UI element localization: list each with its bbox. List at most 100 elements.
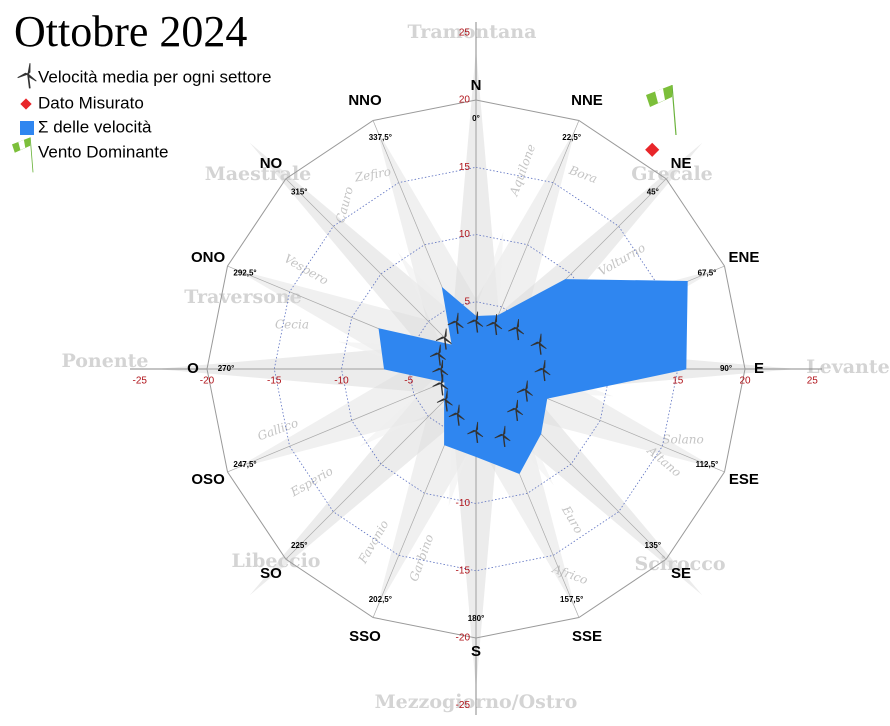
turbine-blade	[440, 359, 444, 371]
angle-label: 0°	[472, 114, 480, 123]
turbine-blade	[429, 352, 440, 358]
direction-label: ENE	[729, 249, 760, 266]
turbine-blade	[438, 352, 446, 360]
wind-name: Africo	[550, 561, 590, 587]
turbine-blade	[447, 320, 458, 326]
turbine-blade	[515, 407, 524, 416]
angle-label: 45°	[647, 187, 659, 196]
turbine-blade	[456, 412, 465, 420]
y-tick-label: -15	[456, 565, 471, 576]
turbine-blade	[516, 319, 519, 330]
turbine-blade	[456, 404, 460, 415]
direction-label: S	[471, 643, 481, 660]
turbine-blade	[494, 321, 503, 330]
y-tick-label: 20	[459, 95, 471, 106]
direction-label: NO	[260, 155, 283, 172]
wind-name: Cecia	[275, 318, 309, 332]
angle-label: 225°	[291, 541, 308, 550]
turbine-blade	[542, 359, 546, 371]
turbine-blade	[538, 341, 547, 349]
chart-title: Ottobre 2024	[14, 7, 247, 56]
windsock-pole	[29, 137, 34, 173]
wind-name: Solano	[662, 433, 703, 447]
turbine-blade	[27, 72, 37, 82]
mean-marker	[429, 344, 446, 366]
angle-label: 292,5°	[233, 268, 256, 277]
direction-label: ESE	[729, 471, 759, 488]
mean-marker	[432, 374, 449, 396]
legend-label: Dato Misurato	[38, 93, 144, 112]
turbine-blade	[475, 311, 479, 322]
direction-label: NNE	[571, 92, 603, 109]
angle-label: 315°	[291, 187, 308, 196]
legend-label: Vento Dominante	[38, 142, 168, 161]
x-tick-label: 20	[739, 376, 751, 387]
turbine-blade	[432, 367, 443, 373]
mean-marker	[436, 390, 453, 412]
turbine-blade	[542, 367, 551, 376]
turbine-blade	[455, 320, 464, 329]
mean-marker	[486, 313, 503, 336]
legend-label: Velocità media per ogni settore	[38, 67, 271, 86]
windsock	[646, 84, 677, 136]
turbine-blade	[435, 336, 446, 342]
direction-label: ONO	[191, 249, 226, 266]
x-tick-label: -10	[334, 376, 349, 387]
direction-label: E	[754, 360, 764, 377]
turbine-blade	[444, 398, 453, 406]
y-tick-label: 15	[459, 162, 471, 173]
turbine-blade	[444, 390, 448, 401]
turbine-blade	[467, 319, 478, 325]
turbine-blade	[516, 326, 525, 335]
mean-marker	[448, 404, 465, 426]
wind-name: Esperio	[287, 464, 335, 500]
wind-name: Euro	[559, 503, 586, 536]
direction-label: NNO	[348, 92, 382, 109]
y-tick-label: -25	[456, 700, 471, 711]
angle-label: 135°	[645, 541, 662, 550]
turbine-blade	[525, 388, 533, 396]
direction-label: N	[471, 77, 482, 94]
mean-marker	[508, 319, 525, 341]
mean-marker	[432, 359, 449, 382]
turbine-blade	[475, 319, 484, 327]
wind-name: Cauro	[333, 185, 356, 224]
wind-name: Maestrale	[205, 163, 312, 185]
measured-point	[645, 142, 660, 157]
legend-icon	[17, 63, 37, 89]
mean-marker	[447, 312, 464, 334]
x-tick-label: 25	[807, 376, 819, 387]
turbine-blade	[475, 421, 479, 433]
angle-label: 247,5°	[233, 460, 256, 469]
wind-name: Levante	[806, 356, 889, 378]
turbine-blade	[443, 328, 447, 339]
legend-icon	[20, 98, 32, 110]
y-tick-label: -10	[456, 498, 471, 509]
legend-label: Σ delle velocità	[38, 117, 152, 136]
angle-label: 180°	[468, 614, 485, 623]
turbine-blade	[525, 380, 528, 391]
turbine-blade	[440, 382, 449, 390]
turbine-blade	[530, 341, 541, 347]
turbine-blade	[27, 63, 31, 76]
turbine-blade	[494, 313, 498, 325]
direction-label: SE	[671, 565, 691, 582]
direction-label: SSE	[572, 628, 602, 645]
sum-area	[378, 279, 688, 475]
y-tick-label: 5	[464, 296, 470, 307]
x-tick-label: -15	[267, 376, 282, 387]
wind-name: Vespero	[282, 251, 331, 287]
turbine-blade	[443, 336, 452, 344]
turbine-blade	[502, 433, 511, 442]
angle-label: 270°	[218, 364, 235, 373]
turbine-blade	[17, 72, 30, 79]
turbine-blade	[516, 388, 527, 394]
x-tick-label: 15	[672, 376, 684, 387]
angle-label: 337,5°	[369, 133, 392, 142]
y-tick-label: 10	[459, 229, 471, 240]
mean-marker	[467, 421, 484, 443]
wind-name: Ponente	[61, 350, 148, 372]
turbine-blade	[467, 429, 478, 435]
x-tick-label: -25	[133, 376, 148, 387]
